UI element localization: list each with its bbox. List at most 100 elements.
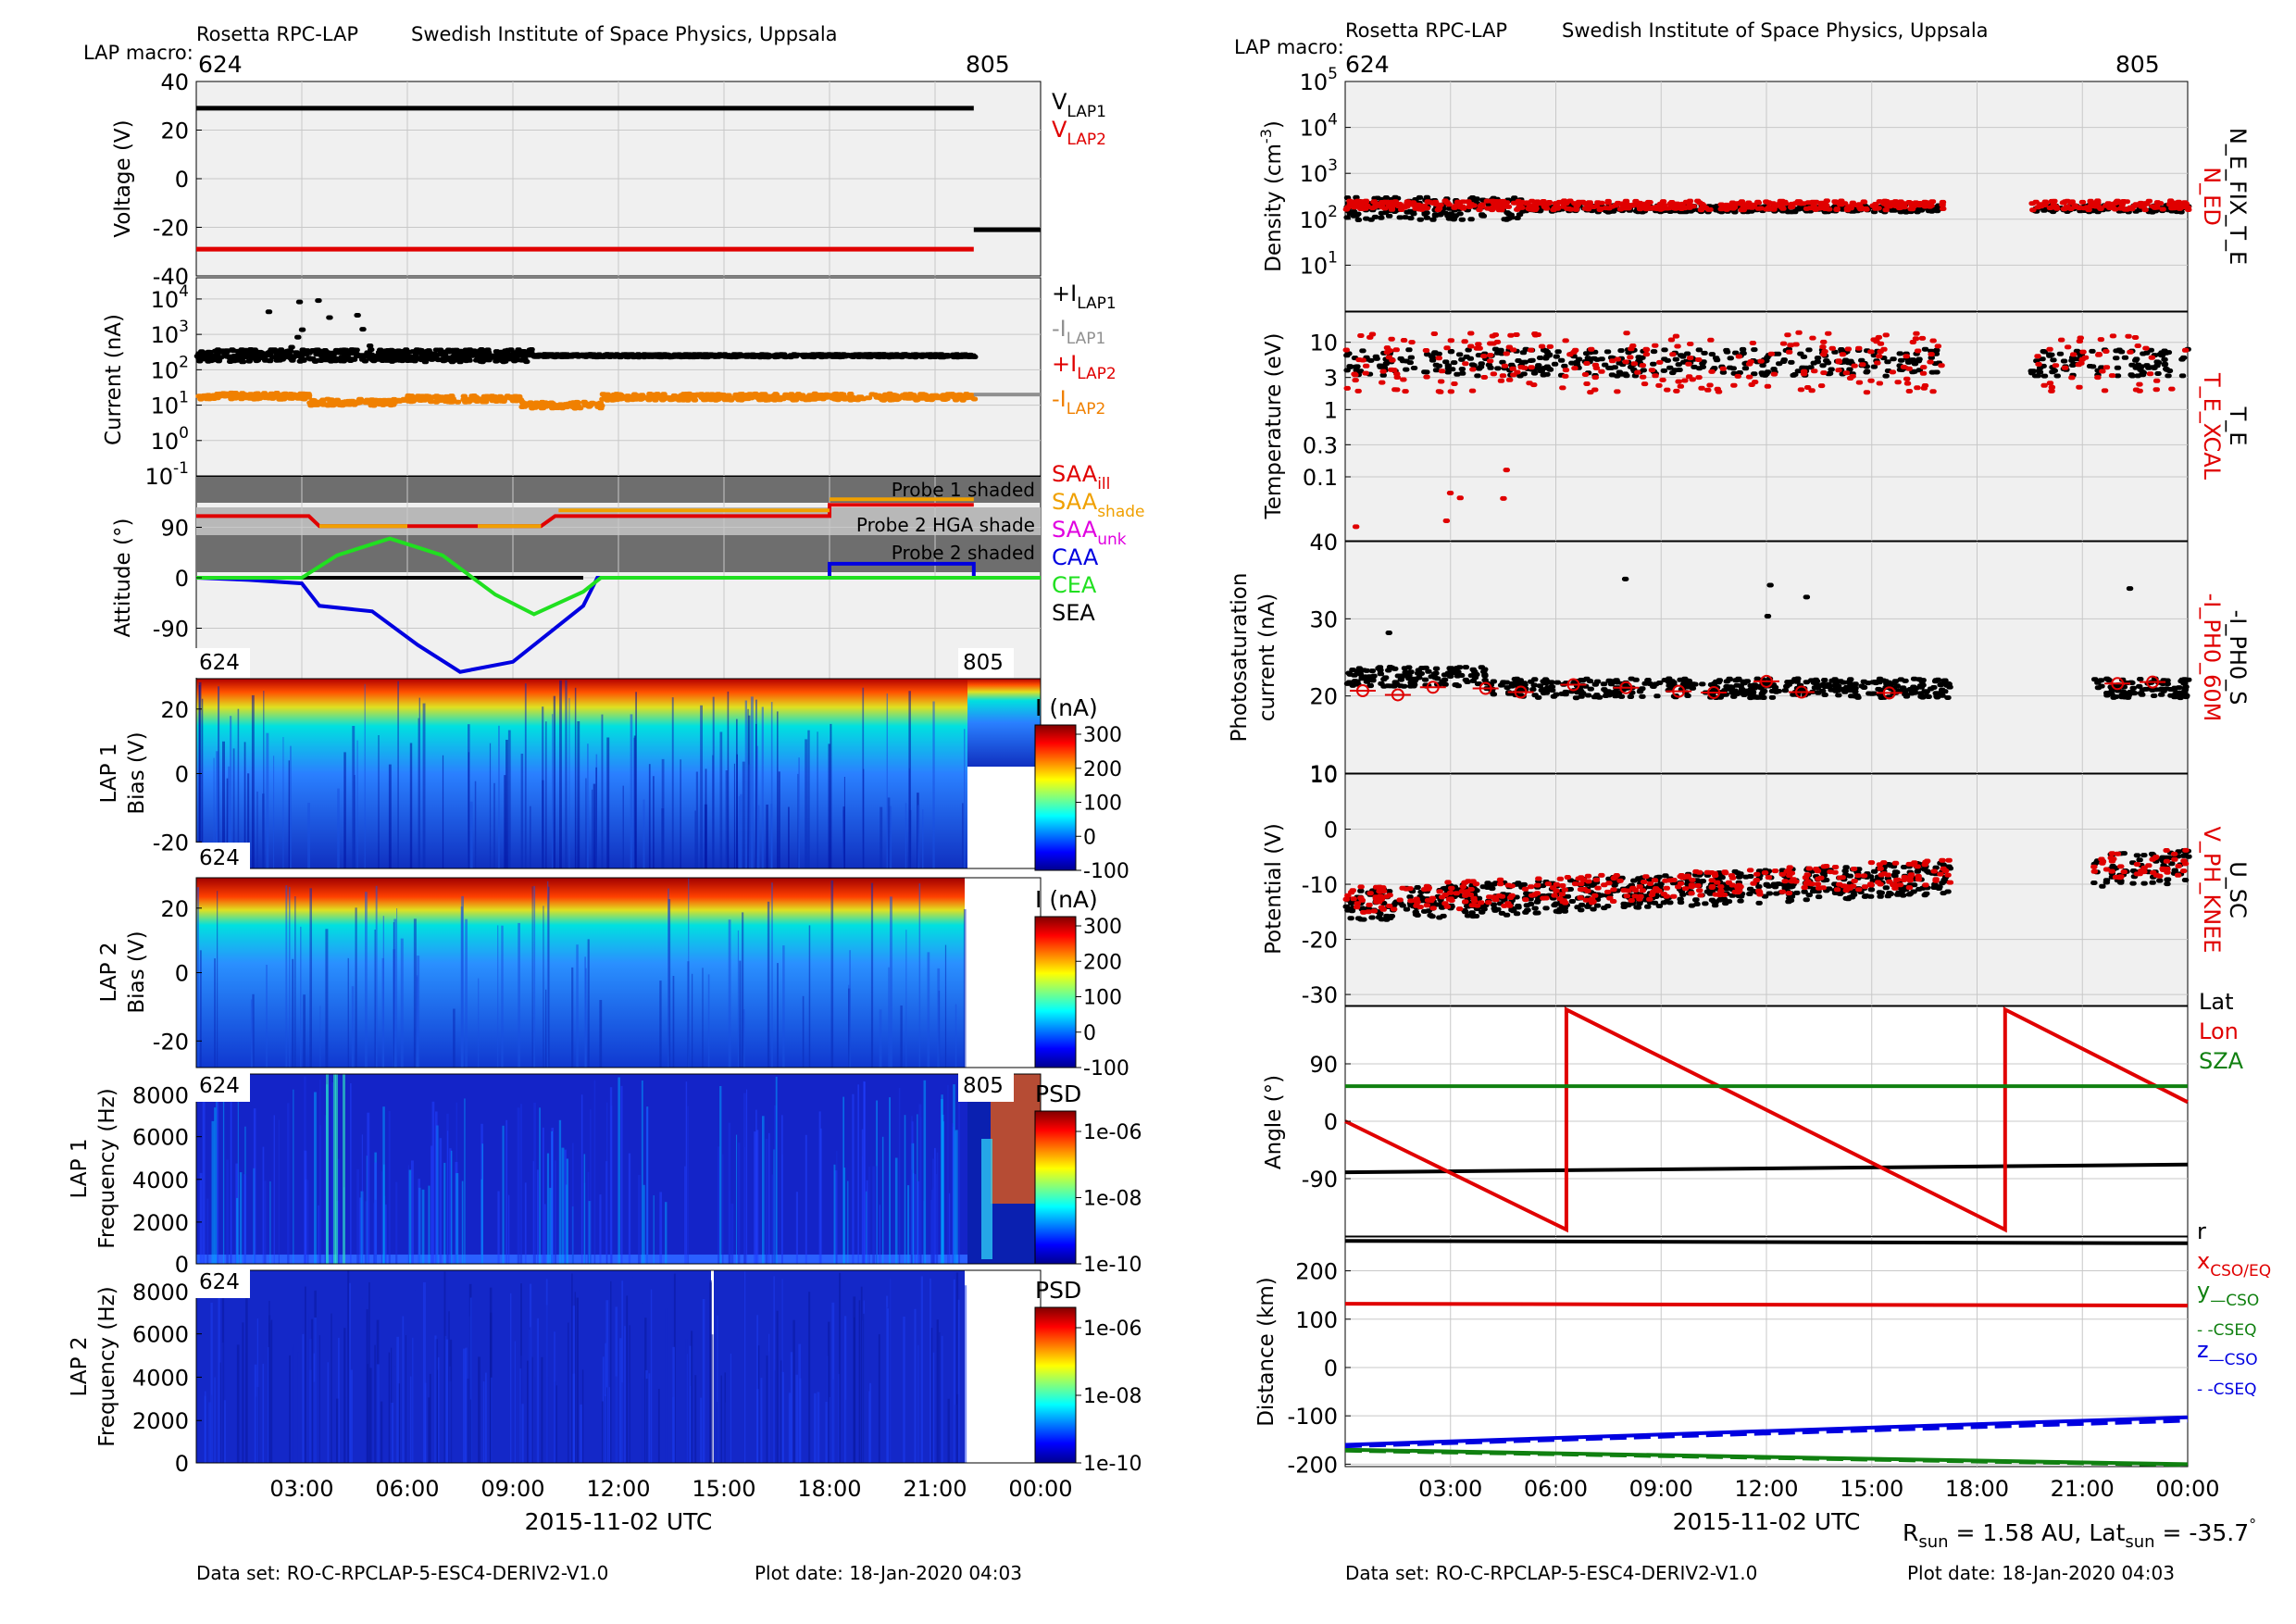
lap1-bias-macro-start: 624 <box>199 651 240 675</box>
current-ILAP2-points <box>195 390 979 411</box>
attitude-ytick-0: 90 <box>160 516 189 542</box>
yt-lap1psd-tick-2: 4000 <box>132 1168 189 1193</box>
density-ytick-4: 101 <box>1300 248 1338 279</box>
photosaturation-side-label-1: -I_PH0_S <box>2225 610 2251 706</box>
right-footer-dataset: Data set: RO-C-RPCLAP-5-ESC4-DERIV2-V1.0 <box>1345 1562 1757 1584</box>
lap2-bias-colorbar-tick-3: 0 <box>1083 1022 1096 1045</box>
temperature-ytick-4: 0.1 <box>1303 465 1338 491</box>
temperature-te-points <box>1343 346 2191 379</box>
attitude-ytick-1: 0 <box>175 566 189 592</box>
panel-distance: 200 100 0 -100 -200 Distance (km) r xCSO/EQy—… <box>1254 1218 2271 1478</box>
sun-distance-info: Rsun = 1.58 AU, Latsun = -35.7° <box>1903 1516 2256 1552</box>
distance-ylabel: Distance (km) <box>1254 1277 1279 1427</box>
xt-left-tick-1: 06:00 <box>375 1476 439 1502</box>
yt-lap2bias-tick-1: 0 <box>175 961 189 987</box>
yt-lap2bias-tick-2: -20 <box>153 1029 189 1055</box>
distance-legend-1: xCSO/EQ <box>2197 1248 2271 1280</box>
current-legend-3: -ILAP2 <box>1052 386 1105 418</box>
lap2-bias-colorbar-tick-4: -100 <box>1083 1057 1129 1081</box>
density-ytick-0: 105 <box>1300 65 1338 95</box>
current-ytick-1: 103 <box>151 318 189 348</box>
voltage-legend-1: VLAP2 <box>1052 117 1106 149</box>
xt-right-tick-2: 09:00 <box>1629 1476 1693 1502</box>
probe1-shaded-label: Probe 1 shaded <box>892 479 1035 501</box>
panel-photosaturation: 40 30 20 10 Photosaturation current (nA) -I_… <box>1228 530 2251 787</box>
potential-ytick-4: -30 <box>1302 982 1338 1008</box>
panel-lap2-psd: 8000 6000 4000 2000 0 LAP 2 Frequency (Hz) 62… <box>68 1268 1142 1477</box>
lap1-psd-colorbar-tick-2: 1e-10 <box>1083 1254 1142 1277</box>
right-xlabel: 2015-11-02 UTC <box>1673 1508 1861 1535</box>
photosaturation-ylabel: Photosaturation current (nA) <box>1228 573 1279 743</box>
lap2-psd-colorbar-tick-2: 1e-10 <box>1083 1453 1142 1476</box>
lap2-psd-colorbar <box>1034 1306 1077 1464</box>
probe2-shaded-label: Probe 2 shaded <box>892 542 1035 564</box>
current-legend-0: +ILAP1 <box>1052 281 1117 313</box>
yt-lap2psd-tick-4: 0 <box>175 1451 189 1477</box>
angle-lat-line <box>1344 1162 2189 1175</box>
lap1-bias-colorbar-tick-4: -100 <box>1083 860 1129 883</box>
panel-lap1-psd: 8000 6000 4000 2000 0 LAP 1 Frequency (Hz) 62… <box>68 1072 1142 1278</box>
potential-side-label-0: V_PH_KNEE <box>2199 827 2225 954</box>
left-xlabel: 2015-11-02 UTC <box>525 1508 713 1535</box>
voltage-ytick-4: -40 <box>153 264 189 290</box>
distance-z-cso-line <box>1344 1415 2189 1447</box>
right-macro-end: 805 <box>2115 51 2160 78</box>
left-time-axis: 03:00 06:00 09:00 12:00 15:00 18:00 21:00 00:00 <box>269 1476 1072 1502</box>
left-header-institute: Swedish Institute of Space Physics, Upps… <box>411 23 838 45</box>
lap2-psd-colorbar-tick-0: 1e-06 <box>1083 1318 1142 1341</box>
potential-side-label-1: U_SC <box>2225 861 2251 918</box>
lap1-bias-colorbar-tick-0: 300 <box>1083 724 1122 747</box>
distance-legend-0: r <box>2197 1218 2206 1244</box>
attitude-legend-5: SEA <box>1052 600 1095 626</box>
attitude-caa-line <box>195 561 1041 674</box>
left-macro-end: 805 <box>966 51 1010 78</box>
current-ytick-0: 104 <box>151 282 189 313</box>
voltage-ytick-2: 0 <box>175 167 189 193</box>
lap2-bias-colorbar-label: I (nA) <box>1035 886 1098 913</box>
attitude-ytick-2: -90 <box>153 617 189 643</box>
xt-right-tick-4: 15:00 <box>1840 1476 1903 1502</box>
xt-right-tick-0: 03:00 <box>1418 1476 1482 1502</box>
voltage-ytick-0: 40 <box>160 69 189 95</box>
angle-legend-2: SZA <box>2199 1048 2244 1074</box>
lap1-psd-ylabel: LAP 1 Frequency (Hz) <box>68 1088 119 1248</box>
distance-legend-4: z—CSO <box>2197 1337 2258 1369</box>
distance-y-cseq-line <box>1344 1448 2189 1468</box>
lap1-psd-colorbar <box>1034 1110 1077 1265</box>
attitude-legend-4: CEA <box>1052 572 1097 598</box>
yt-lap2bias-tick-0: 20 <box>160 896 189 922</box>
lap1-psd-macro-start: 624 <box>199 1074 240 1098</box>
density-side-label-1: N_E_FIX_T_E <box>2225 128 2251 265</box>
lap1-bias-colorbar-label: I (nA) <box>1035 694 1098 721</box>
right-header-instrument: Rosetta RPC-LAP <box>1345 19 1507 42</box>
density-side-label-0: N_ED <box>2199 167 2225 226</box>
lap1-bias-macro-end: 805 <box>963 651 1004 675</box>
yt-lap2psd-tick-0: 8000 <box>132 1280 189 1305</box>
lap2-bias-colorbar-tick-0: 300 <box>1083 916 1122 939</box>
xt-left-tick-5: 18:00 <box>797 1476 861 1502</box>
temperature-ytick-1: 3 <box>1324 366 1338 392</box>
current-ytick-3: 101 <box>151 389 189 419</box>
lap1-bias-colorbar-tick-2: 100 <box>1083 793 1122 816</box>
lap1-psd-macro-end: 805 <box>963 1074 1004 1098</box>
panel-lap2-bias: 200-20 LAP 2 Bias (V) 624 I (nA)300200100… <box>97 843 1129 1081</box>
xt-right-tick-1: 06:00 <box>1524 1476 1588 1502</box>
density-ytick-1: 104 <box>1300 111 1338 142</box>
xt-right-tick-7: 00:00 <box>2155 1476 2219 1502</box>
distance-ytick-0: 200 <box>1295 1259 1338 1285</box>
panel-density: 105 104 103 102 101 Density (cm-3) N_ED N_E_F… <box>1257 65 2251 312</box>
right-time-axis: 03:00 06:00 09:00 12:00 15:00 18:00 21:00 00:00 <box>1418 1476 2219 1502</box>
lap1-bias-ylabel: LAP 1 Bias (V) <box>97 731 149 814</box>
distance-ytick-1: 100 <box>1295 1307 1338 1333</box>
attitude-saa-ill-line <box>196 503 974 529</box>
attitude-legend-3: CAA <box>1052 544 1099 570</box>
xt-right-tick-6: 21:00 <box>2051 1476 2115 1502</box>
yt-lap2psd-tick-1: 6000 <box>132 1322 189 1348</box>
panel-potential: 10 0 -10 -20 -30 Potential (V) V_PH_KNEE U_SC <box>1262 762 2251 1008</box>
lap1-bias-colorbar-tick-1: 200 <box>1083 758 1122 781</box>
attitude-cea-line <box>196 536 1041 617</box>
left-footer-dataset: Data set: RO-C-RPCLAP-5-ESC4-DERIV2-V1.0 <box>196 1562 608 1584</box>
xt-left-tick-4: 15:00 <box>692 1476 755 1502</box>
current-ytick-4: 100 <box>151 424 189 455</box>
lap1-bias-colorbar-tick-3: 0 <box>1083 826 1096 849</box>
